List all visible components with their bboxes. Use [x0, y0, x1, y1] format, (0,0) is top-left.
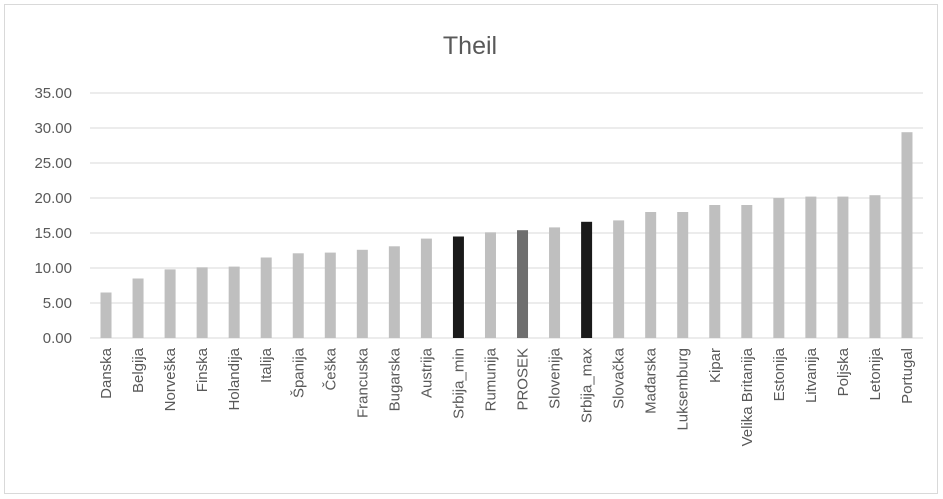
bar-poljska: [837, 196, 849, 338]
chart-title: Theil: [443, 32, 497, 60]
x-tick-label: PROSEK: [515, 348, 532, 411]
bar-bugarska: [388, 246, 400, 338]
x-tick-label: Letonija: [867, 347, 884, 400]
x-tick-label: Belgija: [130, 347, 147, 393]
bar-rumunija: [484, 232, 496, 338]
x-tick-label: Slovačka: [611, 347, 628, 409]
bar-češka: [324, 252, 336, 338]
bar-letonija: [869, 195, 881, 338]
x-tick-label: Bugarska: [386, 347, 403, 411]
x-tick-label: Norveška: [162, 347, 179, 411]
bar-mađarska: [645, 212, 657, 338]
x-tick-label: Kipar: [707, 348, 724, 383]
bar-srbija-max: [581, 221, 593, 338]
x-tick-label: Slovenija: [547, 347, 564, 409]
y-tick-label: 5.00: [43, 295, 72, 312]
x-tick-label: Francuska: [354, 347, 371, 418]
bar-norveška: [164, 269, 176, 338]
bar-belgija: [132, 278, 144, 338]
x-tick-label: Holandija: [226, 347, 243, 410]
bar-litvanija: [805, 196, 817, 338]
x-tick-label: Španija: [290, 347, 307, 398]
x-tick-label: Velika Britanija: [739, 347, 756, 446]
y-tick-label: 30.00: [34, 120, 72, 137]
bar-italija: [260, 257, 272, 338]
x-tick-label: Mađarska: [643, 347, 660, 414]
bars: [100, 132, 913, 338]
x-tick-label: Rumunija: [482, 347, 499, 411]
x-axis-labels: Danska Belgija Norveška Finska Holandija Ital…: [98, 347, 916, 446]
bar-francuska: [356, 249, 368, 338]
y-tick-label: 35.00: [34, 85, 72, 102]
bar-prosek: [517, 230, 529, 338]
y-axis-ticks: 0.00 5.00 10.00 15.00 20.00 25.00 30.00 35.00: [34, 85, 72, 347]
x-tick-label: Austrija: [418, 347, 435, 398]
bar-kipar: [709, 205, 721, 338]
bar-luksemburg: [677, 212, 689, 338]
bar-slovačka: [613, 220, 625, 338]
y-tick-label: 10.00: [34, 260, 72, 277]
y-tick-label: 0.00: [43, 330, 72, 347]
bar-slovenija: [549, 227, 561, 338]
bar-estonija: [773, 198, 785, 338]
x-tick-label: Češka: [322, 347, 339, 390]
bar-španija: [292, 253, 304, 338]
x-tick-label: Portugal: [899, 348, 916, 404]
x-tick-label: Danska: [98, 347, 115, 399]
gridlines: [90, 92, 923, 339]
bar-austrija: [420, 238, 432, 338]
bar-danska: [100, 292, 112, 338]
x-tick-label: Italija: [258, 347, 275, 383]
x-tick-label: Poljska: [835, 347, 852, 396]
x-tick-label: Srbija_min: [450, 348, 467, 419]
bar-finska: [196, 267, 208, 338]
bar-portugal: [901, 132, 913, 338]
bar-srbija-min: [452, 236, 464, 338]
x-tick-label: Srbija_max: [579, 348, 596, 424]
bar-velika-britanija: [741, 205, 753, 338]
bar-holandija: [228, 266, 240, 338]
x-tick-label: Estonija: [771, 347, 788, 401]
y-tick-label: 20.00: [34, 190, 72, 207]
x-tick-label: Litvanija: [803, 347, 820, 403]
x-tick-label: Finska: [194, 347, 211, 392]
y-tick-label: 25.00: [34, 155, 72, 172]
y-tick-label: 15.00: [34, 225, 72, 242]
x-tick-label: Luksemburg: [675, 348, 692, 431]
